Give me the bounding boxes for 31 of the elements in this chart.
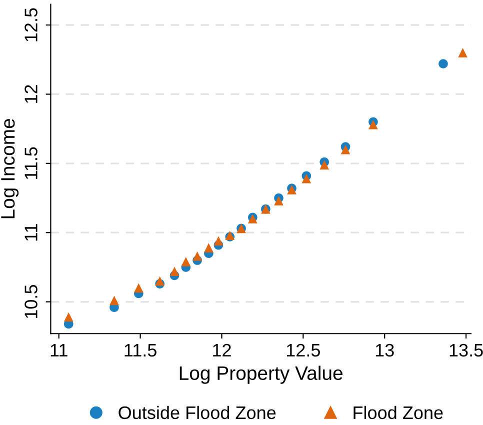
point xyxy=(204,243,214,252)
point xyxy=(155,276,164,286)
x-tick-label: 11.5 xyxy=(124,344,156,357)
point xyxy=(438,59,448,68)
y-tick-label: 11.5 xyxy=(24,147,38,179)
point xyxy=(134,283,144,293)
legend-label: Outside Flood Zone xyxy=(118,406,276,420)
y-tick-label: 11 xyxy=(24,224,38,241)
point xyxy=(214,236,224,246)
point xyxy=(458,48,468,58)
point xyxy=(110,296,119,306)
x-tick-label: 13.5 xyxy=(450,344,483,357)
point xyxy=(368,120,378,130)
point xyxy=(192,251,202,261)
x-tick-label: 13 xyxy=(376,344,394,357)
y-tick-label: 12 xyxy=(24,85,38,103)
x-tick-label: 12.5 xyxy=(286,344,320,357)
x-axis-title: Log Property Value xyxy=(180,366,342,384)
x-tick-label: 11 xyxy=(50,344,68,356)
y-tick-label: 12.5 xyxy=(24,8,38,42)
point xyxy=(181,257,191,266)
point xyxy=(302,174,312,184)
legend-label: Flood Zone xyxy=(354,406,443,420)
point xyxy=(64,312,74,322)
x-tick-label: 12 xyxy=(213,344,231,356)
point xyxy=(170,266,180,276)
point xyxy=(320,160,329,170)
y-tick-label: 10.5 xyxy=(24,284,38,318)
point xyxy=(340,144,350,154)
point xyxy=(274,196,284,206)
y-axis-title: Log Income xyxy=(1,118,19,218)
